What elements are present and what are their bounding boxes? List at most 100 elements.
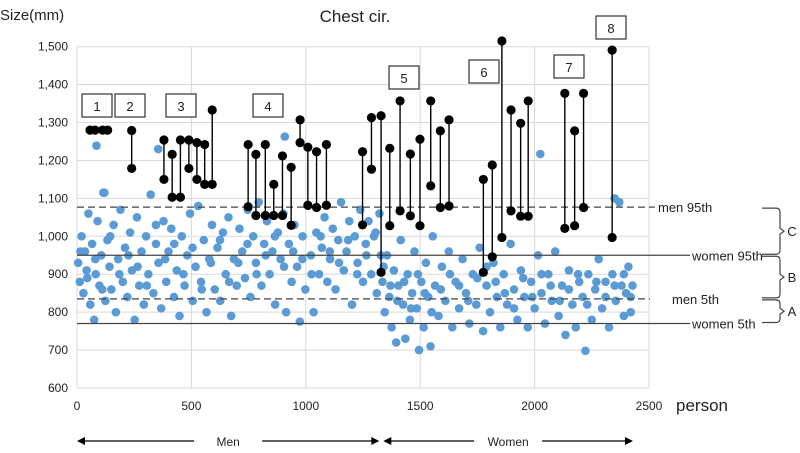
data-point	[582, 300, 592, 309]
data-point	[610, 281, 619, 290]
data-point	[509, 285, 519, 294]
data-point	[164, 247, 173, 256]
data-point	[328, 224, 338, 234]
data-point	[523, 323, 533, 332]
data-point	[344, 216, 354, 226]
data-point	[154, 258, 163, 268]
highlight-point-lower	[444, 201, 454, 211]
data-point	[375, 209, 384, 218]
data-point	[421, 258, 431, 268]
data-point	[115, 269, 124, 279]
data-point	[366, 269, 376, 279]
data-point	[550, 247, 560, 256]
data-point	[279, 262, 289, 271]
data-point	[237, 247, 247, 256]
y-tick-label: 1,200	[38, 153, 68, 167]
highlight-point-lower	[435, 202, 445, 213]
x-tick-label: 1000	[292, 399, 319, 413]
highlight-point-upper	[415, 134, 425, 144]
data-point	[331, 285, 340, 294]
highlight-point-lower	[159, 174, 169, 185]
data-point	[218, 228, 228, 237]
highlight-point-lower	[303, 200, 313, 210]
data-point	[461, 288, 471, 298]
data-point	[555, 296, 565, 306]
highlight-point-upper	[385, 143, 395, 153]
bracket	[762, 207, 785, 255]
annotation-box	[252, 93, 284, 118]
data-point	[473, 273, 482, 283]
data-point	[554, 311, 563, 321]
data-point	[624, 262, 633, 271]
highlight-point-lower	[127, 163, 137, 174]
highlight-point-lower	[578, 202, 589, 213]
annotation-label: 3	[177, 99, 184, 114]
data-point	[557, 281, 567, 290]
highlight-point-upper	[127, 125, 137, 136]
data-point	[221, 269, 231, 279]
highlight-point-upper	[395, 96, 405, 106]
data-point	[391, 338, 401, 347]
data-point	[482, 281, 491, 290]
data-point	[105, 232, 115, 241]
data-point	[281, 307, 291, 317]
data-point	[537, 269, 546, 279]
data-point	[454, 304, 464, 313]
data-point	[578, 292, 587, 302]
highlight-point-upper	[192, 138, 202, 148]
group-label: Men	[216, 435, 239, 449]
y-tick-label: 1,400	[38, 78, 68, 92]
highlight-point-upper	[523, 96, 533, 106]
data-point	[292, 262, 302, 271]
highlight-point-upper	[607, 45, 617, 55]
reference-line-label: men 95th	[658, 200, 712, 215]
annotation-boxes: 1 2 3 4 5 6 7 8	[81, 15, 627, 118]
data-point	[426, 341, 435, 351]
highlight-point-upper	[303, 142, 313, 152]
data-point	[436, 285, 446, 294]
highlight-point-lower	[167, 192, 177, 202]
highlight-point-upper	[444, 115, 454, 125]
data-point	[403, 269, 412, 279]
data-point	[564, 285, 574, 294]
highlight-point-upper	[295, 115, 305, 125]
data-point	[234, 258, 243, 268]
data-point	[276, 254, 285, 264]
data-point	[215, 235, 225, 245]
highlight-point-upper	[487, 160, 497, 170]
highlight-point-upper	[251, 149, 261, 159]
data-point	[166, 224, 176, 234]
data-point	[79, 288, 88, 298]
axes: 600 700 800 900 1,000 1,100 1,200 1,300 1,400 1,5…	[38, 40, 663, 413]
data-point	[224, 277, 234, 287]
highlight-point-upper	[516, 118, 526, 128]
data-point	[101, 296, 110, 306]
data-point	[197, 285, 206, 294]
data-point	[571, 323, 581, 332]
data-point	[334, 258, 344, 268]
data-point	[528, 292, 537, 302]
data-point	[546, 281, 555, 290]
data-point	[287, 277, 296, 287]
data-point	[100, 188, 109, 198]
data-point	[414, 345, 424, 355]
arrowhead-left-icon	[77, 437, 85, 445]
data-point	[93, 216, 102, 226]
data-point	[564, 266, 574, 275]
data-point	[444, 247, 454, 256]
data-point	[133, 262, 142, 271]
highlight-point-upper	[321, 139, 331, 150]
data-point	[235, 224, 244, 234]
data-point	[268, 247, 277, 256]
data-point	[177, 232, 187, 241]
annotation-label: 7	[565, 60, 572, 75]
data-point	[619, 269, 629, 279]
data-point	[597, 304, 607, 313]
y-tick-label: 800	[48, 305, 68, 319]
data-point	[601, 277, 610, 287]
data-point	[458, 254, 467, 264]
y-tick-label: 1,100	[38, 191, 68, 205]
x-tick-label: 2500	[636, 399, 663, 413]
data-point	[378, 277, 387, 287]
data-point	[561, 330, 570, 340]
